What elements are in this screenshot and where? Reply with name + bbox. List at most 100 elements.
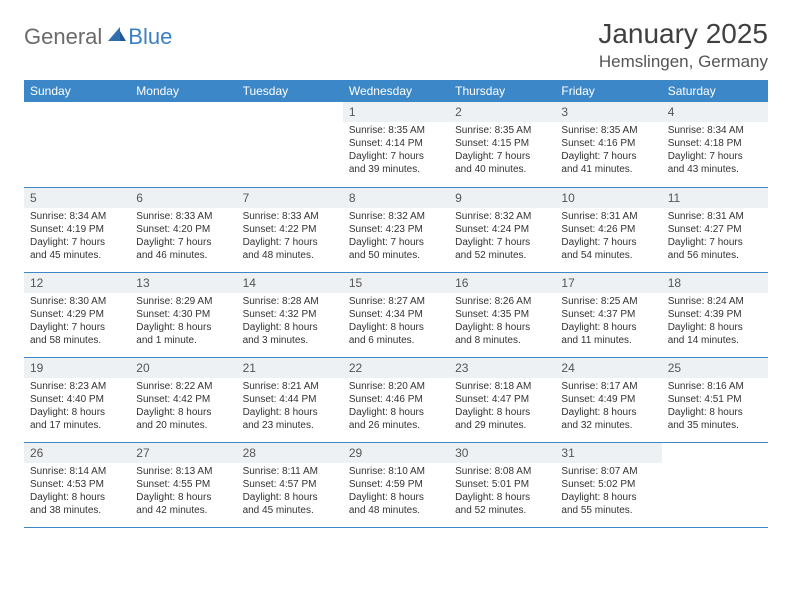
- brand-logo: General Blue: [24, 24, 172, 50]
- day-line: Daylight: 7 hours and 54 minutes.: [561, 236, 655, 262]
- calendar-cell: 6Sunrise: 8:33 AMSunset: 4:20 PMDaylight…: [130, 187, 236, 272]
- calendar-cell: 9Sunrise: 8:32 AMSunset: 4:24 PMDaylight…: [449, 187, 555, 272]
- day-number: 9: [449, 188, 555, 208]
- day-line: Daylight: 8 hours and 14 minutes.: [668, 321, 762, 347]
- day-line: Daylight: 8 hours and 17 minutes.: [30, 406, 124, 432]
- calendar-cell: 31Sunrise: 8:07 AMSunset: 5:02 PMDayligh…: [555, 442, 661, 527]
- calendar-cell: [130, 102, 236, 187]
- day-line: Daylight: 7 hours and 56 minutes.: [668, 236, 762, 262]
- day-content: Sunrise: 8:31 AMSunset: 4:26 PMDaylight:…: [555, 208, 661, 266]
- day-line: Daylight: 8 hours and 48 minutes.: [349, 491, 443, 517]
- day-line: Daylight: 8 hours and 3 minutes.: [243, 321, 337, 347]
- day-number: 24: [555, 358, 661, 378]
- calendar-cell: 2Sunrise: 8:35 AMSunset: 4:15 PMDaylight…: [449, 102, 555, 187]
- day-line: Daylight: 8 hours and 29 minutes.: [455, 406, 549, 432]
- day-line: Sunset: 4:40 PM: [30, 393, 124, 406]
- day-line: Daylight: 7 hours and 46 minutes.: [136, 236, 230, 262]
- day-line: Daylight: 7 hours and 45 minutes.: [30, 236, 124, 262]
- calendar-cell: 8Sunrise: 8:32 AMSunset: 4:23 PMDaylight…: [343, 187, 449, 272]
- page-header: General Blue January 2025 Hemslingen, Ge…: [24, 18, 768, 72]
- day-line: Sunset: 4:30 PM: [136, 308, 230, 321]
- day-line: Daylight: 8 hours and 55 minutes.: [561, 491, 655, 517]
- day-line: Sunrise: 8:32 AM: [455, 210, 549, 223]
- calendar-week: 19Sunrise: 8:23 AMSunset: 4:40 PMDayligh…: [24, 357, 768, 442]
- day-number: 30: [449, 443, 555, 463]
- day-line: Daylight: 8 hours and 35 minutes.: [668, 406, 762, 432]
- day-line: Sunrise: 8:08 AM: [455, 465, 549, 478]
- calendar-cell: 29Sunrise: 8:10 AMSunset: 4:59 PMDayligh…: [343, 442, 449, 527]
- day-number: 13: [130, 273, 236, 293]
- day-content: [24, 122, 130, 128]
- day-content: [237, 122, 343, 128]
- calendar-body: 1Sunrise: 8:35 AMSunset: 4:14 PMDaylight…: [24, 102, 768, 527]
- calendar-cell: 15Sunrise: 8:27 AMSunset: 4:34 PMDayligh…: [343, 272, 449, 357]
- day-line: Sunrise: 8:31 AM: [668, 210, 762, 223]
- sail-icon: [106, 25, 126, 50]
- day-number: 5: [24, 188, 130, 208]
- day-content: Sunrise: 8:26 AMSunset: 4:35 PMDaylight:…: [449, 293, 555, 351]
- calendar-head: SundayMondayTuesdayWednesdayThursdayFrid…: [24, 80, 768, 102]
- day-line: Sunrise: 8:32 AM: [349, 210, 443, 223]
- day-line: Sunrise: 8:34 AM: [668, 124, 762, 137]
- day-line: Sunset: 4:14 PM: [349, 137, 443, 150]
- calendar-week: 26Sunrise: 8:14 AMSunset: 4:53 PMDayligh…: [24, 442, 768, 527]
- day-number: 28: [237, 443, 343, 463]
- calendar-cell: 14Sunrise: 8:28 AMSunset: 4:32 PMDayligh…: [237, 272, 343, 357]
- day-number: 18: [662, 273, 768, 293]
- day-number: [237, 102, 343, 122]
- calendar-cell: 4Sunrise: 8:34 AMSunset: 4:18 PMDaylight…: [662, 102, 768, 187]
- weekday-header: Saturday: [662, 80, 768, 102]
- weekday-header: Tuesday: [237, 80, 343, 102]
- day-number: 2: [449, 102, 555, 122]
- day-line: Sunrise: 8:10 AM: [349, 465, 443, 478]
- day-content: Sunrise: 8:13 AMSunset: 4:55 PMDaylight:…: [130, 463, 236, 521]
- calendar-cell: 13 Sunrise: 8:29 AMSunset: 4:30 PMDayligh…: [130, 272, 236, 357]
- title-block: January 2025 Hemslingen, Germany: [598, 18, 768, 72]
- day-line: Sunrise: 8:18 AM: [455, 380, 549, 393]
- day-content: [130, 122, 236, 128]
- day-line: Sunset: 4:57 PM: [243, 478, 337, 491]
- day-line: Sunset: 4:26 PM: [561, 223, 655, 236]
- calendar-table: SundayMondayTuesdayWednesdayThursdayFrid…: [24, 80, 768, 528]
- weekday-header: Wednesday: [343, 80, 449, 102]
- calendar-cell: 12Sunrise: 8:30 AMSunset: 4:29 PMDayligh…: [24, 272, 130, 357]
- day-content: [662, 463, 768, 469]
- day-content: Sunrise: 8:32 AMSunset: 4:23 PMDaylight:…: [343, 208, 449, 266]
- day-line: Daylight: 8 hours and 38 minutes.: [30, 491, 124, 517]
- day-content: Sunrise: 8:16 AMSunset: 4:51 PMDaylight:…: [662, 378, 768, 436]
- calendar-cell: 27Sunrise: 8:13 AMSunset: 4:55 PMDayligh…: [130, 442, 236, 527]
- day-line: Sunrise: 8:28 AM: [243, 295, 337, 308]
- calendar-cell: [662, 442, 768, 527]
- brand-part2: Blue: [128, 24, 172, 50]
- day-line: Sunset: 4:51 PM: [668, 393, 762, 406]
- day-line: Daylight: 8 hours and 20 minutes.: [136, 406, 230, 432]
- day-line: Daylight: 7 hours and 58 minutes.: [30, 321, 124, 347]
- weekday-header: Thursday: [449, 80, 555, 102]
- day-line: Daylight: 7 hours and 43 minutes.: [668, 150, 762, 176]
- day-line: Sunset: 4:34 PM: [349, 308, 443, 321]
- day-line: Sunrise: 8:27 AM: [349, 295, 443, 308]
- calendar-cell: 18Sunrise: 8:24 AMSunset: 4:39 PMDayligh…: [662, 272, 768, 357]
- day-line: Daylight: 8 hours and 1 minute.: [136, 321, 230, 347]
- day-number: 21: [237, 358, 343, 378]
- day-number: [662, 443, 768, 463]
- day-content: Sunrise: 8:35 AMSunset: 4:15 PMDaylight:…: [449, 122, 555, 180]
- calendar-cell: 20Sunrise: 8:22 AMSunset: 4:42 PMDayligh…: [130, 357, 236, 442]
- day-content: Sunrise: 8:20 AMSunset: 4:46 PMDaylight:…: [343, 378, 449, 436]
- day-line: Sunset: 4:16 PM: [561, 137, 655, 150]
- day-line: Sunrise: 8:14 AM: [30, 465, 124, 478]
- day-line: Sunrise: 8:16 AM: [668, 380, 762, 393]
- day-number: 6: [130, 188, 236, 208]
- day-line: Daylight: 8 hours and 11 minutes.: [561, 321, 655, 347]
- calendar-cell: [237, 102, 343, 187]
- day-content: Sunrise: 8:07 AMSunset: 5:02 PMDaylight:…: [555, 463, 661, 521]
- day-line: Sunrise: 8:34 AM: [30, 210, 124, 223]
- day-line: Sunrise: 8:29 AM: [136, 295, 230, 308]
- day-number: 1: [343, 102, 449, 122]
- day-line: Sunrise: 8:24 AM: [668, 295, 762, 308]
- day-line: Sunrise: 8:23 AM: [30, 380, 124, 393]
- day-line: Daylight: 8 hours and 32 minutes.: [561, 406, 655, 432]
- calendar-cell: 23Sunrise: 8:18 AMSunset: 4:47 PMDayligh…: [449, 357, 555, 442]
- day-number: 17: [555, 273, 661, 293]
- day-line: Daylight: 8 hours and 8 minutes.: [455, 321, 549, 347]
